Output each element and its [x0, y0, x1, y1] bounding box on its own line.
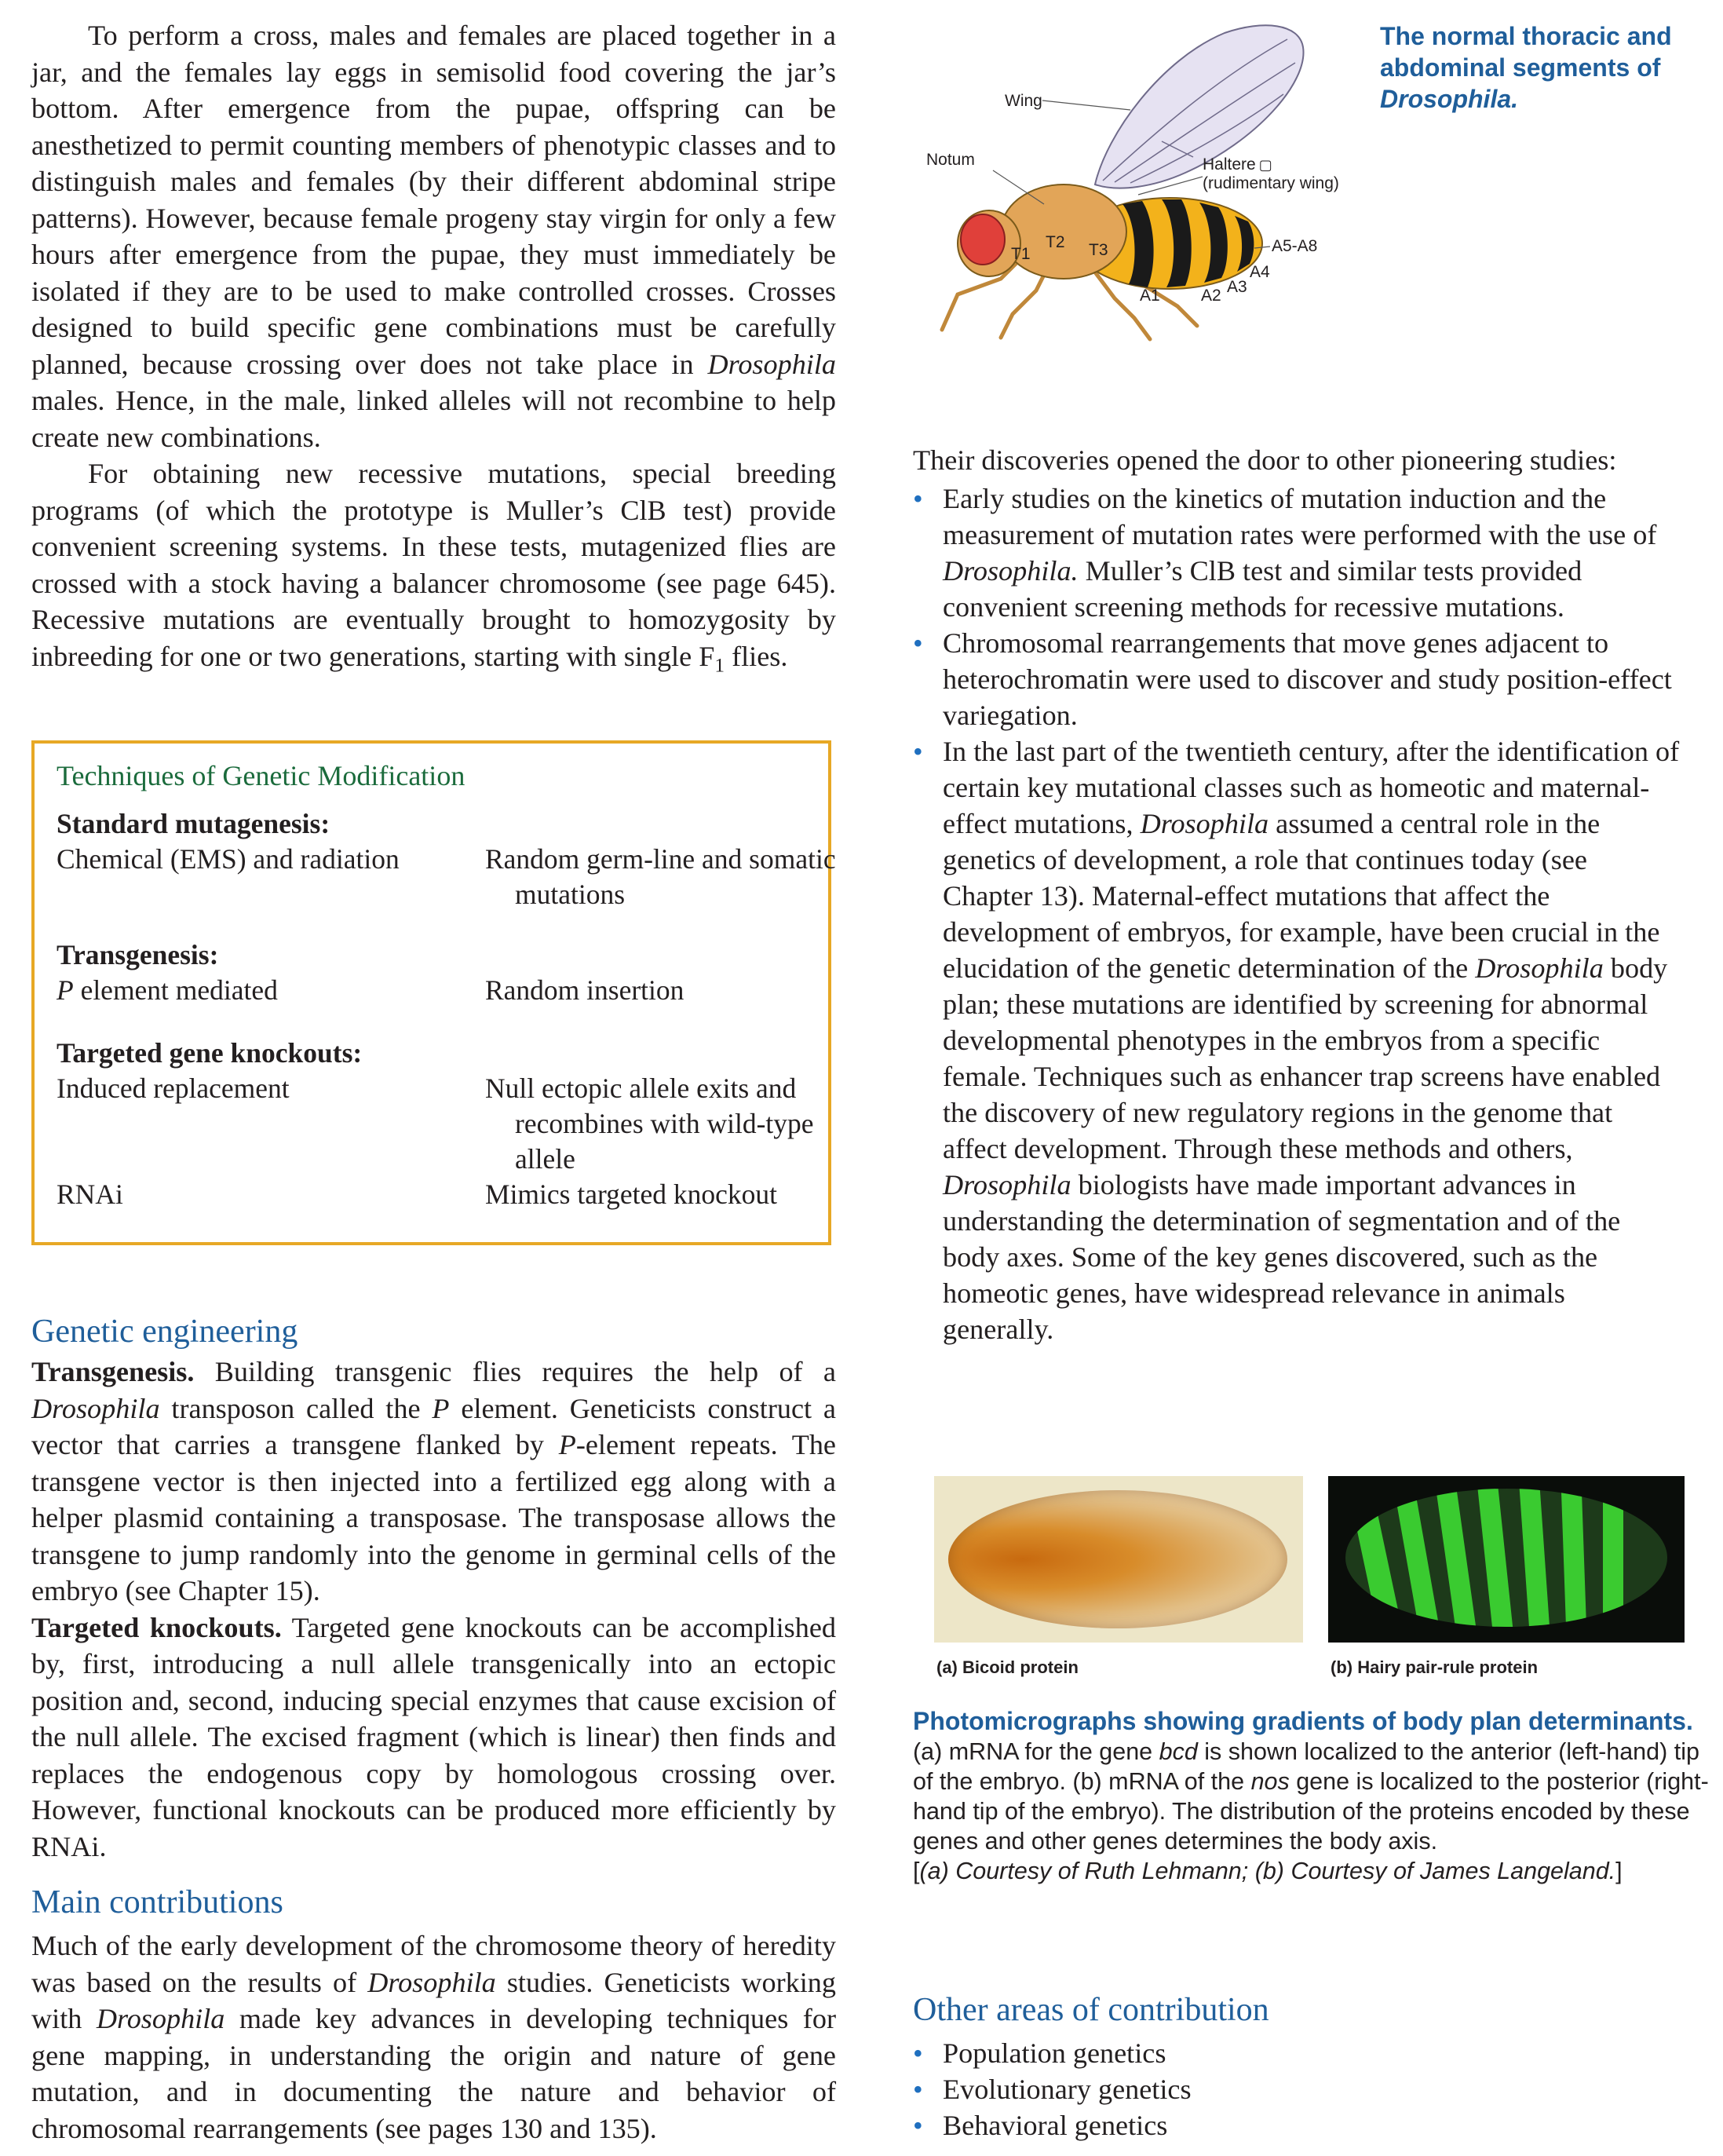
paragraph-crosses: To perform a cross, males and females ar…	[31, 20, 837, 453]
a2-label: A2	[1201, 287, 1221, 305]
list-item: In the last part of the twentieth centur…	[913, 733, 1682, 1347]
fly-figure-caption: The normal thoracic and abdominal segmen…	[1380, 22, 1672, 113]
photo-caption: Photomicrographs showing gradients of bo…	[913, 1705, 1714, 1886]
t1-label: T1	[1011, 245, 1031, 263]
hairy-label: (b) Hairy pair-rule protein	[1331, 1657, 1539, 1677]
techniques-box: Techniques of Genetic Modification Stand…	[31, 740, 836, 1245]
notum-label: Notum	[926, 151, 975, 169]
t2-label: T2	[1046, 233, 1065, 251]
knockouts-result: Null ectopic allele exits and recombines…	[485, 1073, 814, 1175]
rnai-method: RNAi	[57, 1178, 123, 1210]
a3-label: A3	[1227, 278, 1247, 296]
list-item: Chromosomal rearrangements that move gen…	[913, 625, 1682, 733]
list-item: Evolutionary genetics	[913, 2071, 1682, 2107]
drosophila-segments-illustration: Wing Notum Haltere ▢ (rudimentary wing) T…	[926, 24, 1339, 342]
genetic-engineering-heading: Genetic engineering	[31, 1314, 298, 1350]
targeted-knockouts-paragraph: Targeted knockouts. Targeted gene knocko…	[31, 1611, 837, 1862]
other-areas-section: Other areas of contribution Population g…	[913, 1990, 1682, 2143]
list-item: Early studies on the kinetics of mutatio…	[913, 481, 1682, 625]
a5-a8-label: A5-A8	[1272, 237, 1317, 255]
t3-label: T3	[1089, 241, 1108, 259]
transgenesis-paragraph: Transgenesis. Building transgenic flies …	[31, 1356, 836, 1606]
main-contributions-section: Main contributions Much of the early dev…	[31, 1882, 836, 2147]
thorax	[1000, 184, 1127, 280]
wing-shape	[1093, 24, 1305, 189]
wing-label: Wing	[1005, 92, 1042, 110]
eye	[960, 214, 1006, 265]
left-column: To perform a cross, males and females ar…	[31, 17, 837, 677]
main-contributions-heading: Main contributions	[31, 1884, 283, 1920]
other-areas-list: Population genetics Evolutionary genetic…	[913, 2035, 1682, 2143]
main-contributions-paragraph: Much of the early development of the chr…	[31, 1930, 836, 2144]
haltere-sublabel: (rudimentary wing)	[1203, 174, 1339, 192]
standard-mutagenesis-method: Chemical (EMS) and radiation	[57, 843, 400, 875]
knockouts-heading: Targeted gene knockouts:	[57, 1037, 363, 1069]
paragraph-recessive-mutations: For obtaining new recessive mutations, s…	[31, 458, 836, 677]
pioneering-intro: Their discoveries opened the door to oth…	[913, 444, 1617, 476]
transgenesis-heading: Transgenesis:	[57, 939, 219, 970]
haltere-label: Haltere ▢	[1203, 155, 1272, 174]
transgenesis-method: P element mediated	[57, 974, 278, 1006]
pioneering-list: Early studies on the kinetics of mutatio…	[913, 481, 1682, 1347]
a4-label: A4	[1250, 263, 1270, 281]
bicoid-photo	[934, 1476, 1303, 1643]
genetic-engineering-section: Genetic engineering Transgenesis. Buildi…	[31, 1311, 836, 1865]
other-areas-heading: Other areas of contribution	[913, 1992, 1269, 2028]
knockouts-method: Induced replacement	[57, 1073, 290, 1104]
a1-label: A1	[1140, 287, 1160, 305]
photo-caption-title: Photomicrographs showing gradients of bo…	[913, 1707, 1693, 1735]
photo-caption-text: (a) mRNA for the gene bcd is shown local…	[913, 1738, 1709, 1855]
transgenesis-result: Random insertion	[485, 974, 684, 1006]
rnai-result: Mimics targeted knockout	[485, 1178, 778, 1210]
techniques-title: Techniques of Genetic Modification	[57, 760, 465, 791]
standard-mutagenesis-result: Random germ-line and somatic mutations	[485, 843, 836, 910]
list-item: Population genetics	[913, 2035, 1682, 2071]
pioneering-studies: Their discoveries opened the door to oth…	[913, 442, 1682, 1347]
bicoid-embryo	[948, 1490, 1287, 1628]
bicoid-label: (a) Bicoid protein	[936, 1657, 1079, 1677]
photo-credit: [(a) Courtesy of Ruth Lehmann; (b) Court…	[913, 1858, 1623, 1884]
list-item: Behavioral genetics	[913, 2107, 1682, 2143]
hairy-photo	[1328, 1476, 1685, 1643]
standard-mutagenesis-heading: Standard mutagenesis:	[57, 808, 330, 839]
hairy-embryo	[1345, 1489, 1667, 1627]
